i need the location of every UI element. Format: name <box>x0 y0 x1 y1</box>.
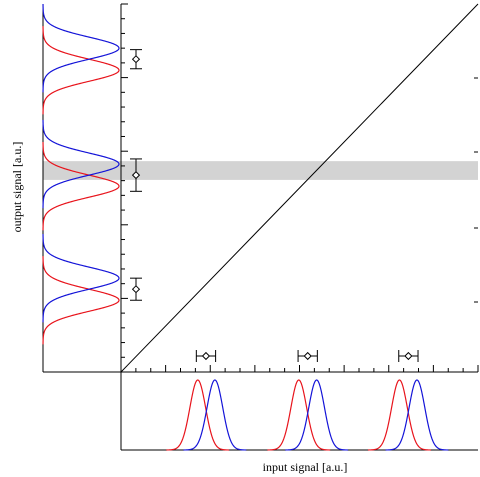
output-distribution-panel <box>42 4 120 372</box>
x-gaussian-blue <box>285 379 349 451</box>
x-error-marker <box>398 350 419 362</box>
y-error-marker <box>130 158 142 192</box>
main-plot-area <box>43 3 479 450</box>
error-markers <box>130 49 419 362</box>
y-gaussian-blue <box>42 4 120 93</box>
y-gaussian-blue <box>42 234 120 323</box>
x-marker-point <box>404 351 413 361</box>
diagonal-line <box>120 3 479 373</box>
x-error-marker <box>195 350 217 362</box>
x-gaussian-blue <box>183 379 247 451</box>
y-marker-point <box>131 285 141 294</box>
y-gaussian-blue <box>42 119 120 209</box>
x-marker-point <box>201 351 211 361</box>
x-axis-title: input signal [a.u.] <box>263 460 348 474</box>
x-marker-point <box>303 351 312 361</box>
y-error-marker <box>130 49 142 70</box>
x-gaussian-red <box>166 379 230 451</box>
y-marker-point <box>131 171 141 180</box>
y-axis-title: output signal [a.u.] <box>10 142 24 233</box>
input-distribution-panel <box>121 379 478 451</box>
x-gaussian-blue <box>385 379 449 451</box>
y-gaussian-red <box>42 142 120 231</box>
shaded-band <box>43 161 478 180</box>
y-marker-point <box>131 55 141 64</box>
y-gaussian-red <box>42 256 120 345</box>
x-gaussian-red <box>368 379 431 451</box>
y-gaussian-red <box>42 26 120 115</box>
x-error-marker <box>297 350 318 362</box>
x-gaussian-red <box>267 379 331 451</box>
y-error-marker <box>130 277 142 301</box>
